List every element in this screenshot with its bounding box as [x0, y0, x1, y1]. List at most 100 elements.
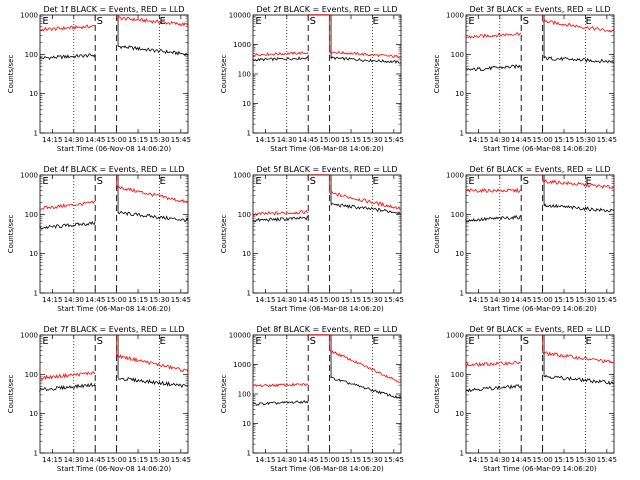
events-series-line — [543, 374, 614, 386]
y-tick-label: 1000 — [20, 12, 38, 20]
event-marker-label: E — [42, 16, 48, 27]
event-marker-label: S — [97, 16, 103, 27]
x-tick-label: 14:30 — [277, 456, 297, 464]
x-axis-label: Start Time (06-Mar-09 14:06:20) — [483, 305, 597, 313]
x-tick-label: 14:45 — [298, 296, 318, 304]
y-axis-label: Counts/sec — [220, 375, 228, 414]
x-tick-label: 14:30 — [64, 296, 84, 304]
x-tick-label: 14:15 — [468, 296, 488, 304]
x-tick-label: 15:15 — [554, 296, 574, 304]
x-tick-label: 15:45 — [384, 456, 404, 464]
x-tick-label: 14:15 — [255, 296, 275, 304]
lld-series-line — [116, 185, 189, 204]
y-tick-label: 10 — [455, 250, 464, 258]
y-tick-label: 1000 — [20, 332, 38, 340]
x-tick-label: 15:30 — [362, 296, 382, 304]
x-tick-label: 15:00 — [533, 136, 553, 144]
events-series-line — [252, 216, 309, 223]
panel-8: Det 8f BLACK = Events, RED = LLD 1 10 100 10… — [220, 325, 404, 473]
x-tick-label: 15:30 — [575, 136, 595, 144]
x-tick-label: 15:45 — [597, 136, 617, 144]
x-tick-label: 15:00 — [107, 456, 127, 464]
plot-frame — [465, 174, 615, 294]
x-axis-label: Start Time (06-Mar-08 14:06:20) — [483, 145, 597, 153]
lld-series-line — [465, 32, 522, 39]
y-tick-label: 10 — [242, 100, 251, 108]
event-marker-label: E — [255, 336, 261, 347]
x-tick-label: 14:30 — [277, 136, 297, 144]
x-tick-label: 15:30 — [149, 136, 169, 144]
x-tick-label: 14:30 — [64, 136, 84, 144]
x-axis-label: Start Time (06-Mar-08 14:06:20) — [270, 465, 384, 473]
panel-title: Det 4f BLACK = Events, RED = LLD — [43, 165, 184, 174]
x-tick-label: 14:30 — [490, 296, 510, 304]
event-marker-label: E — [372, 176, 378, 187]
panel-9: Det 9f BLACK = Events, RED = LLD 1 10 100 10… — [433, 325, 617, 473]
x-tick-label: 14:15 — [468, 456, 488, 464]
x-tick-label: 15:45 — [171, 296, 191, 304]
event-marker-label: E — [585, 336, 591, 347]
y-tick-label: 100 — [238, 211, 251, 219]
event-marker-label: S — [310, 16, 316, 27]
y-tick-label: 1000 — [233, 41, 251, 49]
plot-frame — [465, 334, 615, 454]
event-marker-label: E — [585, 16, 591, 27]
event-marker-label: S — [97, 336, 103, 347]
event-marker-label: E — [255, 16, 261, 27]
events-series-line — [465, 384, 522, 393]
panel-6: Det 6f BLACK = Events, RED = LLD 1 10 100 10… — [433, 165, 617, 313]
x-tick-label: 15:45 — [384, 136, 404, 144]
lld-series-line — [329, 350, 402, 383]
x-tick-label: 15:45 — [171, 136, 191, 144]
y-tick-label: 10 — [29, 410, 38, 418]
lld-series-line — [252, 382, 309, 388]
events-series-line — [543, 203, 615, 213]
events-series-line — [117, 210, 189, 223]
x-tick-label: 15:15 — [341, 456, 361, 464]
x-tick-label: 14:15 — [255, 456, 275, 464]
y-tick-label: 10 — [242, 250, 251, 258]
x-axis-label: Start Time (06-Nov-08 14:06:20) — [57, 145, 171, 153]
y-tick-label: 1000 — [446, 172, 464, 180]
x-tick-label: 15:15 — [554, 136, 574, 144]
lld-series-line — [329, 49, 402, 59]
panel-title: Det 5f BLACK = Events, RED = LLD — [256, 165, 397, 174]
y-tick-label: 1 — [460, 450, 464, 458]
panel-title: Det 2f BLACK = Events, RED = LLD — [256, 5, 397, 14]
x-tick-label: 15:30 — [362, 136, 382, 144]
y-tick-label: 100 — [451, 211, 464, 219]
events-series-line — [39, 382, 96, 392]
y-axis-label: Counts/sec — [220, 215, 228, 254]
event-marker-label: E — [159, 176, 165, 187]
y-tick-label: 1 — [34, 290, 38, 298]
lld-series-line — [252, 209, 309, 217]
event-marker-label: E — [159, 16, 165, 27]
x-tick-label: 14:45 — [511, 456, 531, 464]
x-tick-label: 14:15 — [468, 136, 488, 144]
event-marker-label: E — [372, 336, 378, 347]
x-tick-label: 15:30 — [149, 456, 169, 464]
events-series-line — [117, 377, 189, 388]
y-tick-label: 100 — [25, 51, 38, 59]
y-tick-label: 100 — [451, 51, 464, 59]
x-tick-label: 14:45 — [511, 136, 531, 144]
x-tick-label: 15:15 — [128, 296, 148, 304]
y-tick-label: 100 — [25, 371, 38, 379]
x-tick-label: 15:15 — [554, 456, 574, 464]
events-series-line — [39, 220, 96, 230]
plot-frame — [252, 334, 402, 454]
plot-frame — [39, 334, 189, 454]
x-tick-label: 15:45 — [384, 296, 404, 304]
x-axis-label: Start Time (06-Mar-09 14:06:20) — [483, 465, 597, 473]
panel-title: Det 8f BLACK = Events, RED = LLD — [256, 325, 397, 334]
x-tick-label: 14:30 — [490, 136, 510, 144]
y-tick-label: 10 — [29, 90, 38, 98]
event-marker-label: S — [523, 336, 529, 347]
x-tick-label: 15:00 — [533, 456, 553, 464]
x-tick-label: 15:00 — [320, 136, 340, 144]
events-series-line — [252, 400, 309, 406]
events-series-line — [465, 214, 522, 223]
x-tick-label: 14:15 — [255, 136, 275, 144]
y-tick-label: 100 — [451, 371, 464, 379]
y-axis-label: Counts/sec — [7, 375, 15, 414]
